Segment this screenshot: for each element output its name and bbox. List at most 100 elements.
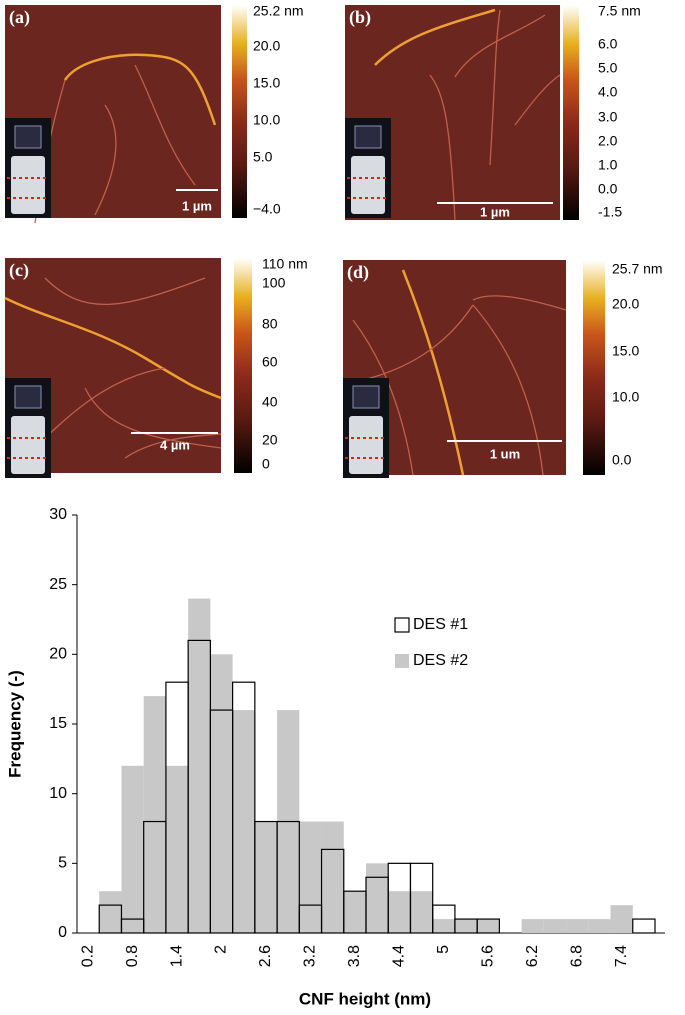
fibril — [4, 296, 222, 400]
y-tick-label: 15 — [49, 715, 67, 732]
fibril — [472, 304, 544, 476]
bar — [543, 919, 567, 933]
colorbar-label: 60 — [262, 354, 278, 370]
vial-cap — [14, 385, 42, 409]
fibril — [94, 104, 117, 216]
vial-body — [351, 156, 385, 214]
colorbar-label: 1.0 — [598, 157, 618, 173]
colorbar-label: 10.0 — [253, 112, 280, 128]
scale-bar-label: 4 µm — [160, 437, 190, 452]
colorbar-label: 20.0 — [253, 38, 280, 54]
bar — [99, 891, 122, 933]
colorbar-label: 15.0 — [612, 343, 639, 359]
bar — [188, 598, 211, 933]
bar — [254, 821, 278, 933]
x-tick-label: 2.6 — [257, 945, 274, 967]
x-tick-label: 7.4 — [613, 945, 630, 967]
bar — [165, 765, 189, 933]
x-tick-label: 6.2 — [524, 945, 541, 967]
bar — [454, 919, 478, 933]
fibril — [489, 9, 501, 166]
afm-panels: (a) 1 µm 25.2 nm 20.0 15.0 10.0 5.0 −4.0 (b) 1 µm… — [4, 3, 663, 478]
vial-body — [11, 416, 45, 474]
colorbar-label: 25.2 nm — [253, 3, 304, 19]
x-tick-label: 6.8 — [568, 945, 585, 967]
panel-label: (d) — [347, 262, 369, 283]
colorbar — [234, 258, 252, 473]
colorbar-label: 0 — [262, 456, 270, 472]
bar — [321, 821, 344, 933]
fibril — [44, 277, 206, 305]
fibril — [134, 64, 196, 186]
colorbar-label: 100 — [262, 275, 286, 291]
fibril — [454, 14, 546, 78]
legend-label: DES #1 — [413, 616, 468, 633]
vial-body — [349, 416, 383, 474]
bar — [388, 891, 411, 933]
panel-label: (a) — [9, 7, 30, 28]
bar — [366, 863, 389, 933]
fibril — [84, 387, 222, 449]
scale-bar-label: 1 µm — [480, 204, 510, 219]
colorbar-label: 6.0 — [598, 36, 618, 52]
fibril — [374, 8, 496, 66]
colorbar-label: 110 nm — [262, 256, 308, 272]
bar — [143, 696, 166, 933]
colorbar-label: 20 — [262, 432, 278, 448]
fibril — [472, 295, 567, 311]
colorbar-label: 20.0 — [612, 296, 639, 312]
fibril — [63, 53, 217, 126]
colorbar — [563, 5, 579, 220]
colorbar-label: 3.0 — [598, 109, 618, 125]
bar — [232, 710, 255, 933]
bar — [121, 765, 144, 933]
vial-cap — [354, 125, 382, 149]
legend-label: DES #2 — [413, 652, 468, 669]
bar — [566, 919, 589, 933]
scale-bar-label: 1 um — [490, 446, 520, 461]
y-tick-label: 0 — [58, 924, 67, 941]
fibril — [362, 304, 474, 381]
panel-label: (b) — [349, 7, 371, 28]
colorbar-label: 7.5 nm — [598, 3, 641, 19]
colorbar-label: 80 — [262, 316, 278, 332]
x-tick-label: 3.2 — [302, 945, 319, 967]
colorbar-label: 10.0 — [612, 389, 639, 405]
legend-swatch — [394, 617, 410, 633]
x-tick-label: 5 — [435, 945, 452, 954]
y-tick-label: 20 — [49, 646, 67, 663]
fibril — [352, 319, 414, 476]
bar — [410, 891, 433, 933]
bar — [432, 919, 455, 933]
y-tick-label: 5 — [58, 855, 67, 872]
fibrils — [374, 8, 561, 221]
x-tick-label: 4.4 — [391, 945, 408, 967]
colorbar-label: 0.0 — [598, 181, 618, 197]
x-axis-title: CNF height (nm) — [299, 989, 431, 1008]
vial-cap — [14, 125, 42, 149]
y-tick-label: 25 — [49, 576, 67, 593]
bar — [476, 918, 500, 934]
x-tick-label: 1.4 — [168, 945, 185, 967]
colorbar-label: −4.0 — [253, 201, 281, 217]
colorbar — [232, 5, 247, 218]
colorbar-label: 4.0 — [598, 84, 618, 100]
colorbar-label: 0.0 — [612, 452, 632, 468]
y-tick-label: 30 — [49, 506, 67, 523]
colorbar-label: 5.0 — [253, 149, 273, 165]
fibril — [429, 74, 456, 221]
bar — [477, 919, 500, 933]
bar — [210, 654, 233, 933]
legend-swatch — [395, 654, 409, 668]
scale-bar-label: 1 µm — [182, 198, 212, 213]
fibril — [124, 433, 222, 459]
bar — [232, 681, 256, 934]
bar — [588, 919, 611, 933]
bar — [276, 820, 300, 934]
colorbar-label: 5.0 — [598, 60, 618, 76]
colorbar-label: 15.0 — [253, 75, 280, 91]
x-tick-label: 3.8 — [346, 945, 363, 967]
x-tick-label: 2 — [213, 945, 230, 954]
colorbar-label: 40 — [262, 394, 278, 410]
